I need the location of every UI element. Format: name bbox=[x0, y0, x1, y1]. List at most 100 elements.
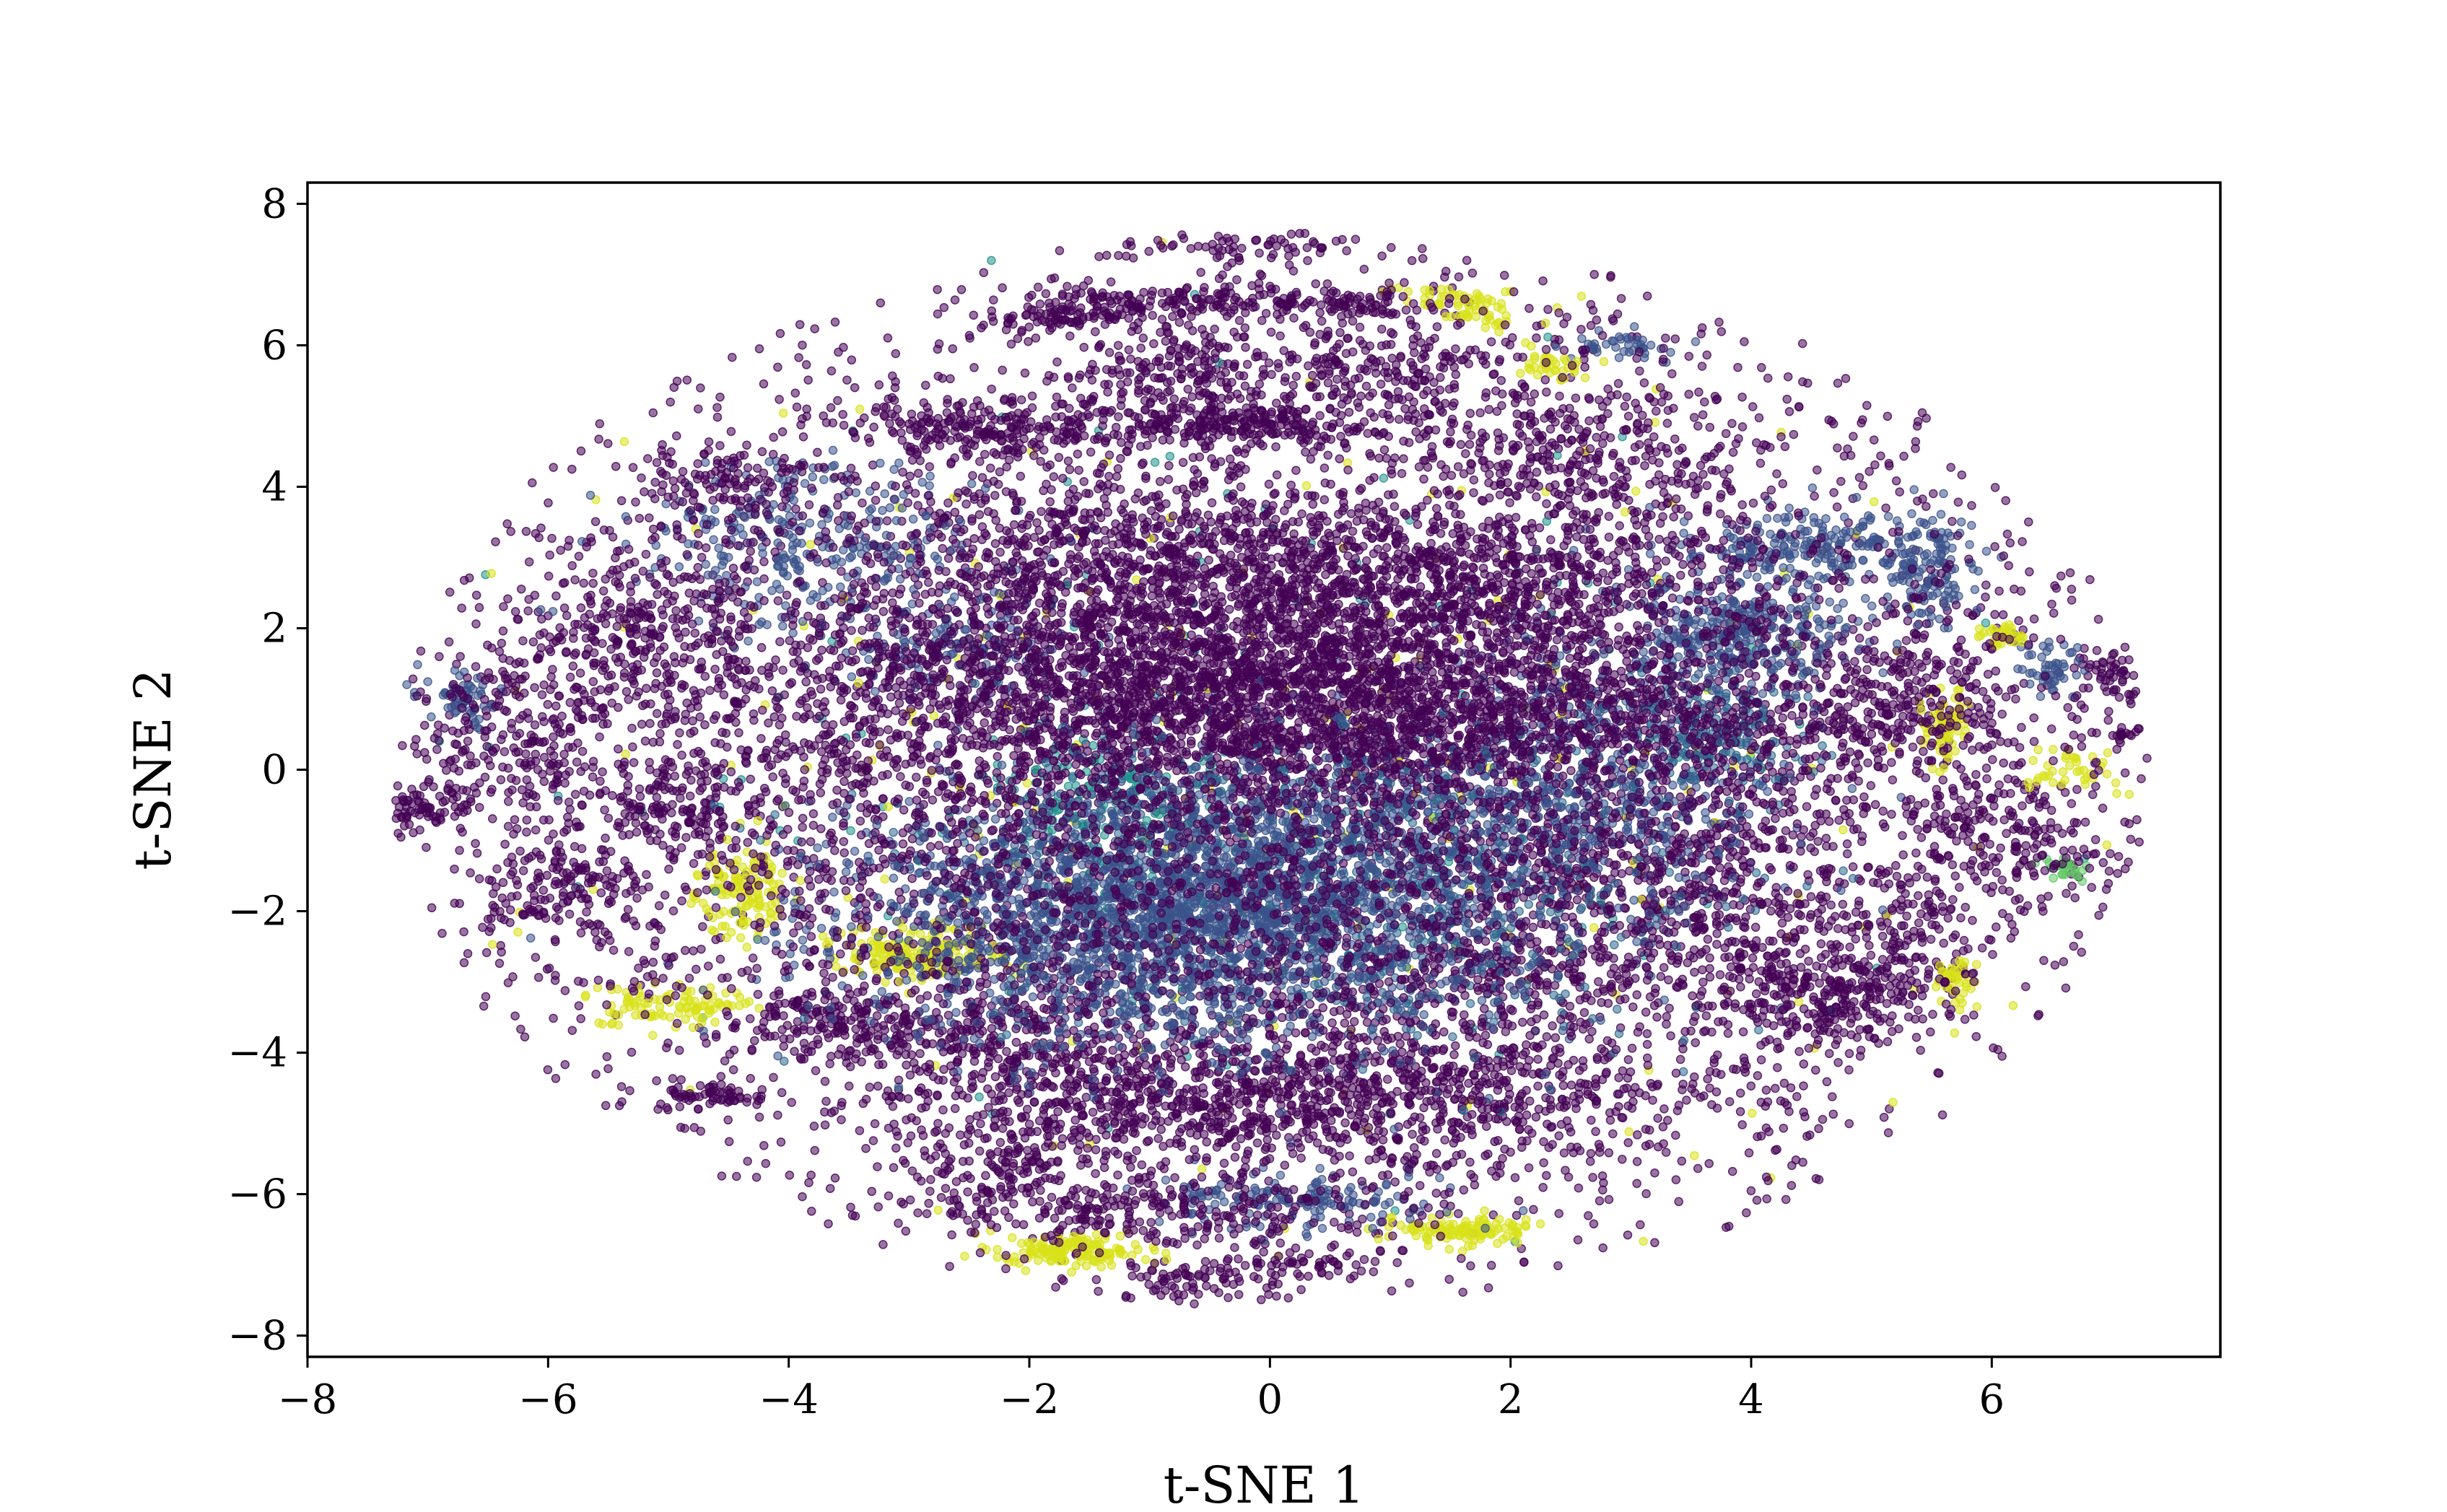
scatter-point bbox=[1838, 825, 1848, 835]
scatter-point bbox=[513, 927, 523, 937]
scatter-point bbox=[1748, 498, 1758, 508]
scatter-point bbox=[998, 283, 1007, 293]
scatter-point bbox=[904, 1094, 913, 1104]
scatter-point bbox=[1399, 454, 1408, 463]
scatter-point bbox=[969, 363, 979, 372]
scatter-point bbox=[846, 826, 855, 836]
scatter-point bbox=[1794, 997, 1804, 1007]
scatter-point bbox=[979, 268, 989, 277]
scatter-point bbox=[712, 403, 722, 412]
scatter-point bbox=[1044, 513, 1053, 523]
scatter-point bbox=[777, 1088, 787, 1098]
scatter-point bbox=[1049, 472, 1059, 481]
scatter-point bbox=[598, 767, 607, 777]
scatter-point bbox=[1178, 458, 1188, 468]
scatter-point bbox=[1401, 1031, 1411, 1041]
scatter-point bbox=[1919, 984, 1929, 993]
scatter-point bbox=[1763, 951, 1772, 961]
scatter-point bbox=[1616, 294, 1626, 303]
scatter-point bbox=[1377, 324, 1387, 334]
scatter-point bbox=[1642, 1028, 1652, 1039]
scatter-point bbox=[2072, 785, 2082, 795]
scatter-point bbox=[2109, 648, 2119, 658]
scatter-point bbox=[524, 557, 534, 567]
scatter-point bbox=[1032, 518, 1042, 528]
scatter-point bbox=[2111, 659, 2121, 669]
scatter-point bbox=[1828, 1092, 1837, 1101]
scatter-point bbox=[1146, 506, 1156, 515]
scatter-point bbox=[2098, 858, 2108, 868]
scatter-point bbox=[1349, 1017, 1359, 1026]
scatter-point bbox=[601, 834, 610, 843]
scatter-point bbox=[798, 340, 807, 350]
scatter-point bbox=[1850, 657, 1859, 666]
scatter-point bbox=[2029, 633, 2038, 642]
scatter-point bbox=[601, 1101, 611, 1111]
scatter-point bbox=[1188, 453, 1198, 463]
scatter-point bbox=[2008, 761, 2018, 770]
scatter-point bbox=[614, 1101, 624, 1111]
scatter-point bbox=[1326, 479, 1335, 489]
scatter-point bbox=[1510, 1173, 1520, 1182]
scatter-point bbox=[874, 1050, 884, 1060]
scatter-point bbox=[1916, 705, 1926, 715]
scatter-point bbox=[1992, 868, 2002, 878]
scatter-point bbox=[2108, 673, 2119, 682]
scatter-point bbox=[1335, 328, 1345, 338]
scatter-point bbox=[1094, 252, 1104, 261]
scatter-point bbox=[579, 578, 588, 588]
scatter-point bbox=[1480, 1031, 1491, 1040]
scatter-point bbox=[837, 1115, 846, 1124]
scatter-point bbox=[2021, 848, 2031, 858]
scatter-point bbox=[728, 563, 738, 573]
scatter-point bbox=[576, 928, 586, 938]
scatter-point bbox=[752, 963, 762, 974]
scatter-point bbox=[684, 766, 693, 776]
scatter-point bbox=[1891, 476, 1901, 486]
scatter-point bbox=[639, 956, 649, 966]
scatter-point bbox=[1911, 437, 1921, 447]
scatter-point bbox=[503, 978, 513, 987]
scatter-point bbox=[1127, 1271, 1137, 1281]
scatter-point bbox=[2116, 722, 2127, 733]
scatter-point bbox=[980, 528, 990, 538]
scatter-point bbox=[551, 702, 561, 711]
scatter-point bbox=[1540, 375, 1550, 385]
scatter-point bbox=[2129, 670, 2139, 681]
scatter-point bbox=[2088, 790, 2098, 800]
scatter-point bbox=[690, 1092, 700, 1101]
scatter-point bbox=[653, 1104, 663, 1114]
scatter-point bbox=[891, 349, 901, 359]
scatter-point bbox=[1762, 1194, 1771, 1204]
scatter-point bbox=[1628, 1002, 1638, 1012]
scatter-point bbox=[2037, 902, 2047, 912]
scatter-point bbox=[847, 355, 857, 365]
scatter-point bbox=[1758, 982, 1768, 992]
scatter-point bbox=[2058, 766, 2068, 777]
scatter-point bbox=[677, 751, 686, 760]
scatter-point bbox=[2001, 496, 2010, 505]
scatter-point bbox=[1888, 775, 1898, 785]
scatter-point bbox=[1149, 338, 1159, 349]
scatter-point bbox=[668, 1074, 678, 1083]
scatter-point bbox=[1842, 849, 1852, 859]
scatter-point bbox=[1737, 422, 1748, 432]
scatter-point bbox=[2111, 778, 2121, 787]
scatter-point bbox=[1752, 438, 1761, 447]
scatter-point bbox=[1787, 1181, 1797, 1190]
scatter-point bbox=[662, 1103, 672, 1112]
scatter-point bbox=[2102, 769, 2112, 779]
scatter-point bbox=[1662, 1019, 1671, 1029]
scatter-point bbox=[896, 772, 905, 782]
scatter-point bbox=[620, 818, 630, 827]
scatter-point bbox=[905, 471, 915, 481]
scatter-point bbox=[603, 1064, 613, 1073]
scatter-point bbox=[1555, 391, 1564, 401]
scatter-point bbox=[1864, 940, 1874, 951]
scatter-point bbox=[2015, 905, 2025, 914]
scatter-point bbox=[1776, 929, 1786, 939]
scatter-point bbox=[2132, 815, 2142, 825]
scatter-point bbox=[1984, 813, 1994, 823]
scatter-point bbox=[938, 543, 948, 554]
scatter-point bbox=[987, 255, 996, 266]
